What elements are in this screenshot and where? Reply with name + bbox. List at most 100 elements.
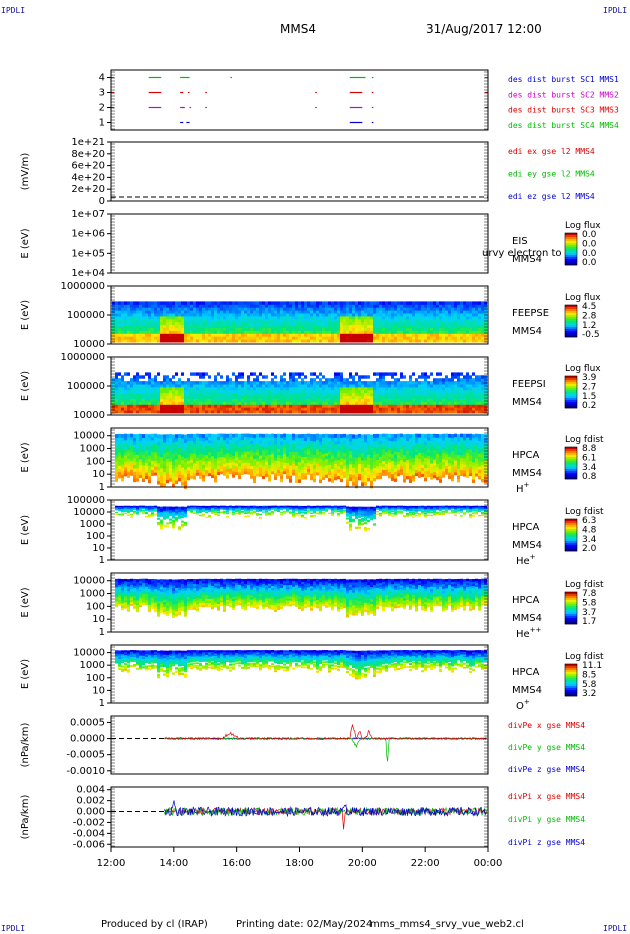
spectrogram-cell [208, 407, 211, 411]
spectrogram-cell [157, 473, 160, 478]
spectrogram-cell [280, 384, 283, 388]
spectrogram-cell [241, 398, 244, 402]
spectrogram-cell [223, 433, 226, 438]
spectrogram-cell [391, 476, 394, 481]
spectrogram-cell [229, 339, 232, 343]
spectrogram-cell [301, 459, 304, 464]
colorbar-swatch [565, 307, 577, 310]
spectrogram-cell [142, 447, 145, 452]
spectrogram-cell [385, 310, 388, 314]
spectrogram-cell [289, 386, 292, 391]
spectrogram-cell [223, 336, 226, 340]
spectrogram-cell [265, 464, 268, 468]
spectrogram-cell [124, 436, 127, 441]
spectrogram-cell [334, 378, 337, 382]
spectrogram-cell [430, 407, 433, 411]
spectrogram-cell [400, 301, 403, 305]
spectrogram-cell [160, 315, 163, 320]
spectrogram-cell [379, 375, 382, 379]
spectrogram-cell [328, 464, 331, 469]
spectrogram-cell [325, 471, 328, 475]
spectrogram-cell [274, 386, 277, 391]
spectrogram-cell [373, 447, 376, 452]
spectrogram-cell [184, 336, 187, 340]
spectrogram-cell [469, 330, 472, 334]
spectrogram-cell [205, 389, 208, 394]
spectrogram-cell [373, 307, 376, 311]
spectrogram-cell [247, 436, 250, 440]
spectrogram-cell [127, 372, 130, 376]
spectrogram-cell [439, 321, 442, 326]
spectrogram-cell [322, 321, 325, 326]
spectrogram-cell [478, 330, 481, 334]
spectrogram-cell [427, 318, 430, 323]
spectrogram-cell [328, 398, 331, 402]
spectrogram-cell [163, 375, 166, 379]
spectrogram-cell [433, 395, 436, 399]
spectrogram-cell [376, 440, 379, 445]
spectrogram-cell [442, 304, 445, 308]
legend-entry: edi ey gse l2 MMS4 [508, 170, 595, 179]
spectrogram-cell [142, 478, 145, 482]
spectrogram-cell [334, 447, 337, 451]
spectrogram-cell [322, 330, 325, 334]
spectrogram-cell [151, 318, 154, 323]
spectrogram-cell [352, 459, 355, 464]
spectrogram-cell [394, 318, 397, 323]
spectrogram-cell [235, 389, 238, 394]
spectrogram-cell [433, 384, 436, 388]
spectrogram-cell [277, 448, 280, 453]
spectrogram-cell [301, 327, 304, 331]
spectrogram-cell [415, 404, 418, 408]
spectrogram-cell [190, 462, 193, 467]
spectrogram-cell [178, 470, 181, 475]
spectrogram-cell [421, 321, 424, 326]
spectrogram-cell [328, 313, 331, 317]
spectrogram-cell [391, 440, 394, 445]
spectrogram-cell [361, 307, 364, 311]
spectrogram-cell [163, 324, 166, 328]
spectrogram-cell [322, 392, 325, 397]
spectrogram-cell [259, 315, 262, 320]
spectrogram-cell [325, 458, 328, 463]
spectrogram-cell [388, 372, 391, 376]
spectrogram-cell [481, 315, 484, 320]
spectrogram-cell [157, 307, 160, 311]
spectrogram-cell [262, 304, 265, 308]
spectrogram-cell [439, 307, 442, 311]
spectrogram-cell [292, 386, 295, 391]
spectrogram-cell [421, 389, 424, 394]
spectrogram-cell [436, 333, 439, 337]
spectrogram-cell [412, 310, 415, 314]
spectrogram-cell [235, 375, 238, 379]
spectrogram-cell [205, 384, 208, 388]
spectrogram-cell [403, 392, 406, 397]
spectrogram-cell [358, 304, 361, 308]
colorbar-swatch [565, 384, 577, 387]
spectrogram-cell [268, 460, 271, 465]
spectrogram-cell [160, 467, 163, 473]
spectrogram-cell [361, 313, 364, 317]
spectrogram-cell [259, 310, 262, 314]
spectrogram-cell [343, 313, 346, 317]
spectrogram-cell [262, 475, 265, 480]
spectrogram-cell [382, 336, 385, 340]
spectrogram-cell [319, 392, 322, 397]
spectrogram-cell [265, 304, 268, 308]
spectrogram-cell [463, 407, 466, 411]
spectrogram-cell [301, 333, 304, 337]
spectrogram-cell [382, 310, 385, 314]
spectrogram-cell [154, 386, 157, 391]
spectrogram-cell [436, 398, 439, 402]
spectrogram-cell [295, 327, 298, 331]
spectrogram-cell [145, 384, 148, 388]
spectrogram-cell [472, 372, 475, 376]
spectrogram-cell [223, 315, 226, 320]
spectrogram-cell [442, 307, 445, 311]
spectrogram-cell [190, 386, 193, 391]
spectrogram-cell [379, 327, 382, 331]
spectrogram-cell [433, 301, 436, 305]
spectrogram-cell [157, 321, 160, 326]
spectrogram-cell [280, 464, 283, 469]
